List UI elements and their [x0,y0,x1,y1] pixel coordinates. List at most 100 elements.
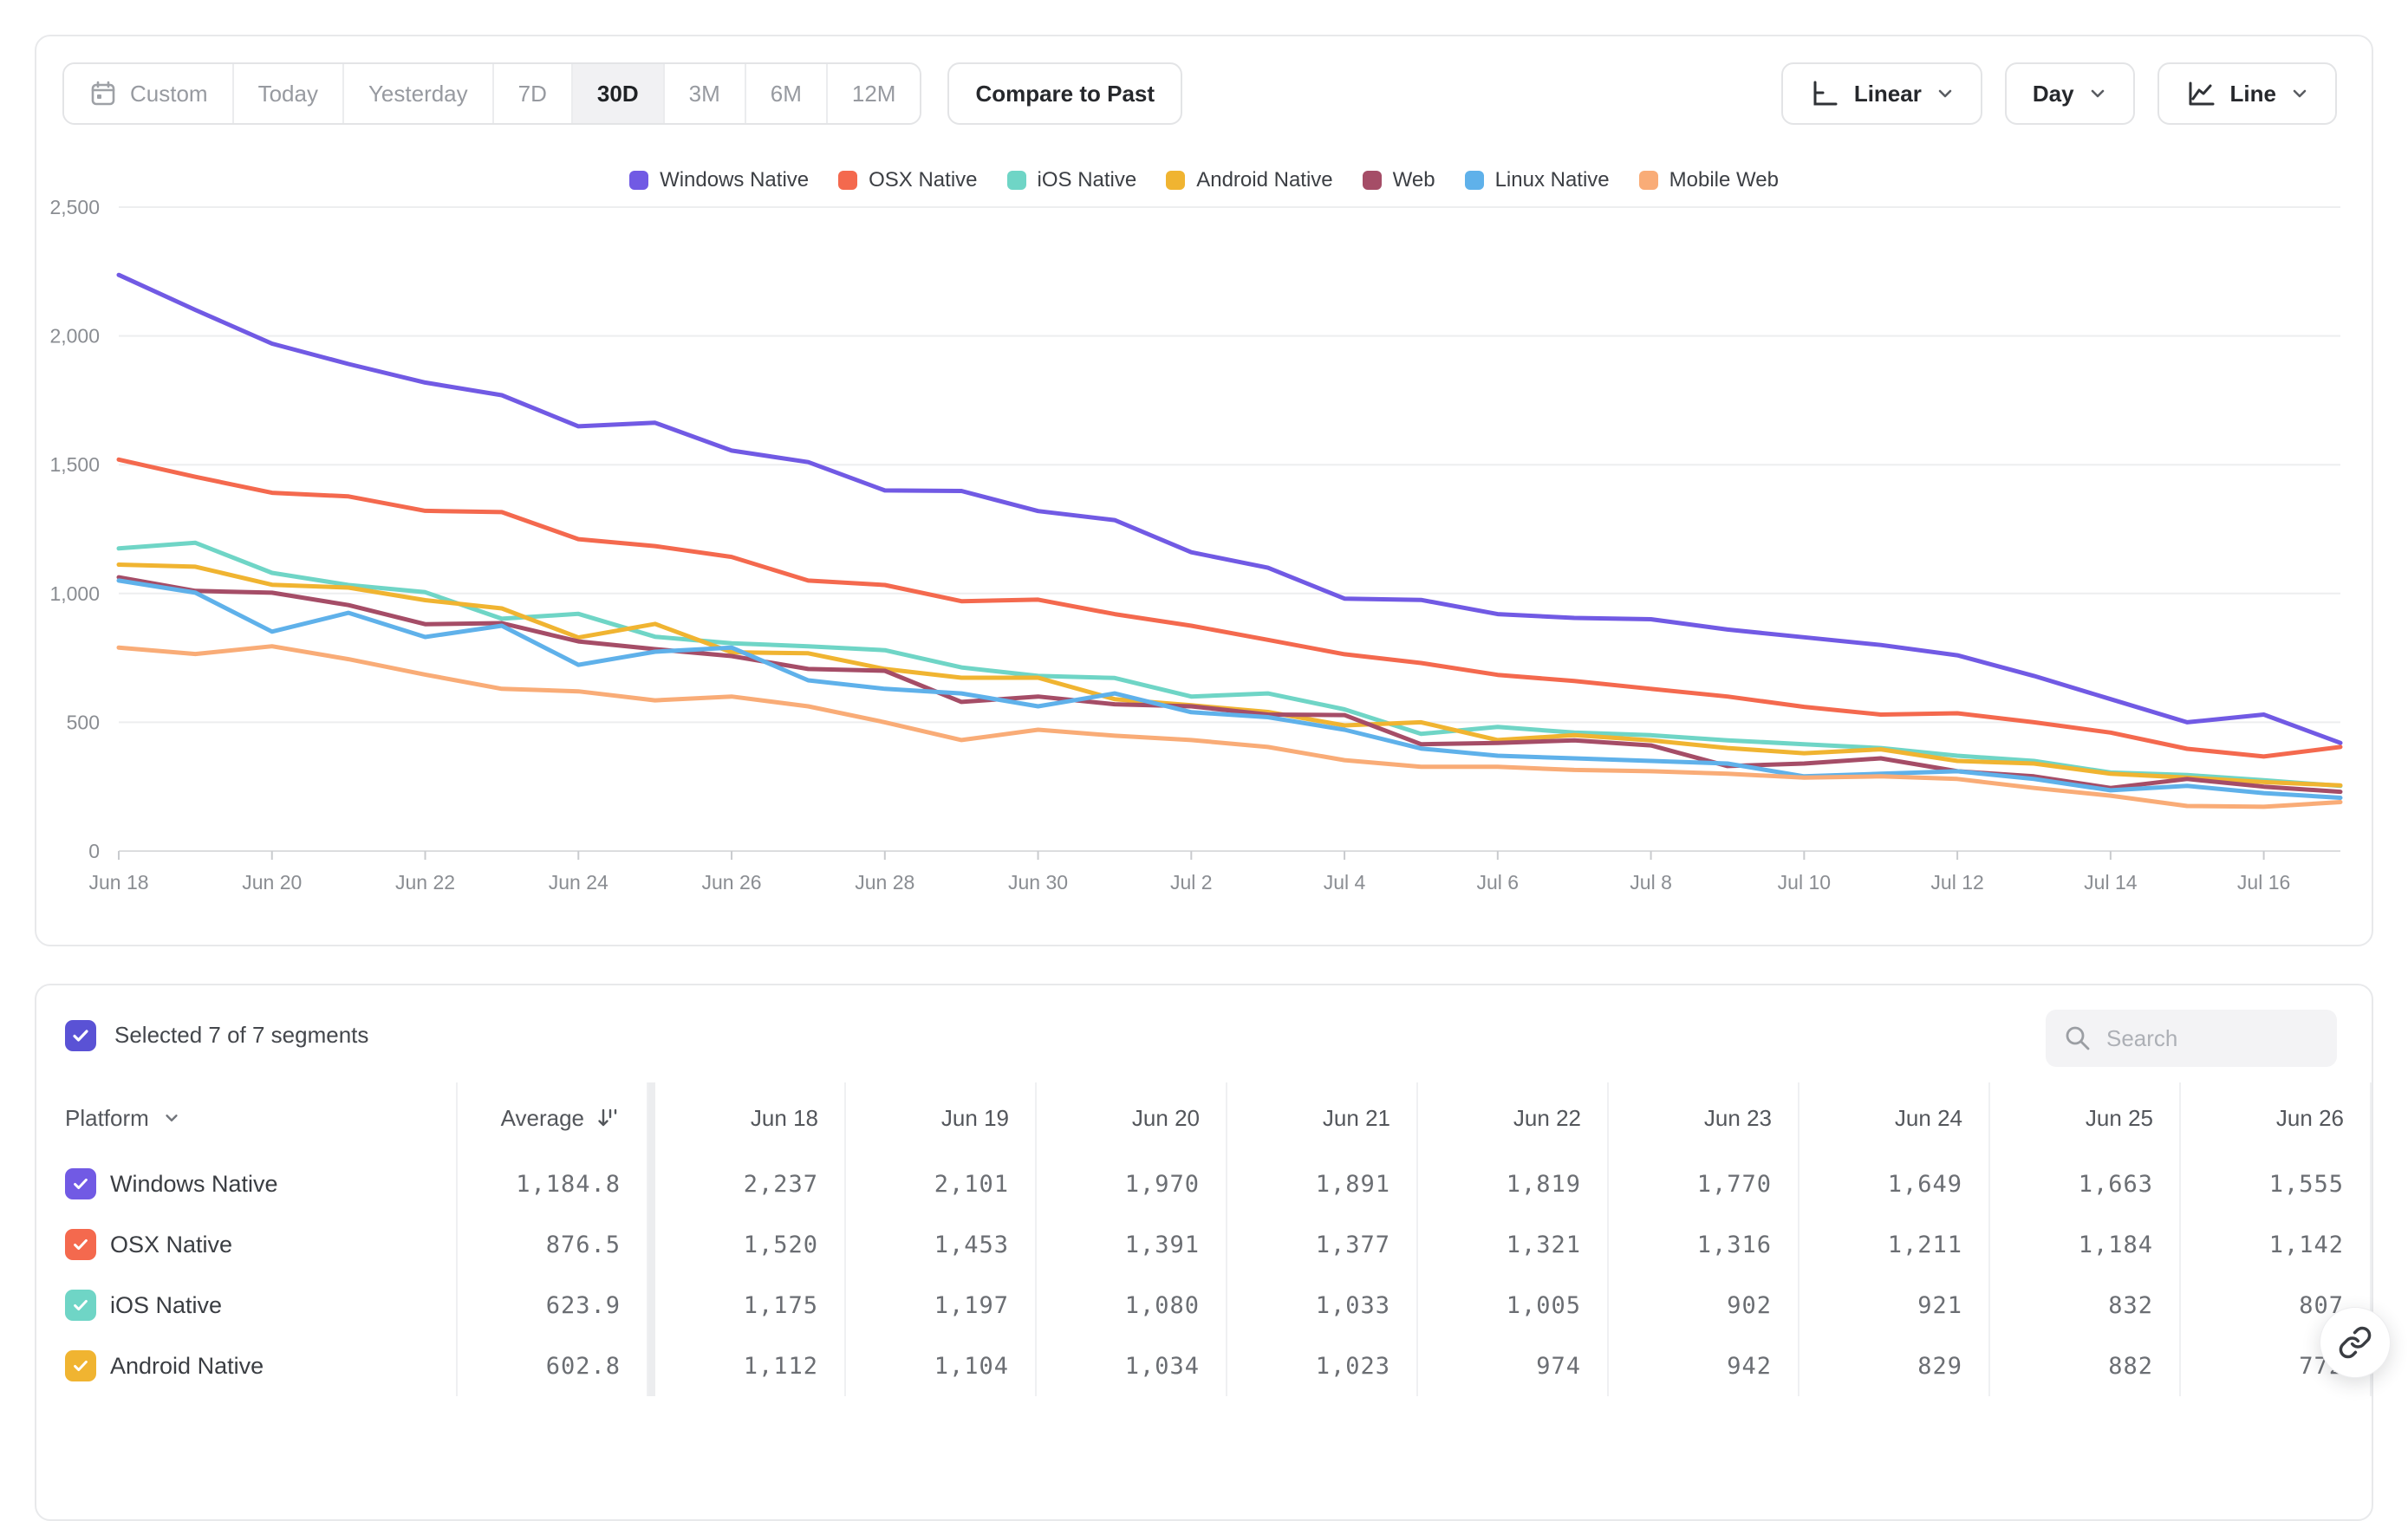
segment-checkbox[interactable] [65,1229,96,1260]
interval-dropdown[interactable]: Day [2004,62,2135,125]
legend-item[interactable]: Android Native [1166,168,1333,192]
column-header-date[interactable]: Jun 26 [2181,1082,2372,1154]
selected-segments-label: Selected 7 of 7 segments [114,1022,369,1048]
legend-swatch [1638,171,1658,190]
chart-card: Custom Today Yesterday 7D 30D 3M 6M 12M Compare… [35,35,2373,946]
link-icon [2338,1325,2372,1360]
legend-item[interactable]: Windows Native [629,168,809,192]
series-mobile-web [116,644,2343,809]
chart-legend: Windows Native OSX Native iOS Native Androi… [36,168,2372,192]
range-tab-yesterday[interactable]: Yesterday [343,64,494,123]
svg-text:Jun 18: Jun 18 [88,871,148,894]
series-linux-native [116,578,2343,800]
table-row: iOS Native 623.9 1,175 1,197 1,080 1,033 1,005… [36,1275,2372,1336]
legend-item[interactable]: OSX Native [838,168,978,192]
cell-value: 1,377 [1315,1231,1390,1258]
column-header-date[interactable]: Jun 25 [1990,1082,2181,1154]
chevron-down-icon [2088,84,2107,103]
chevron-down-icon [2290,84,2309,103]
range-tab-12m[interactable]: 12M [827,64,921,123]
column-header-date[interactable]: Jun 22 [1418,1082,1609,1154]
cell-value: 1,184 [2078,1231,2153,1258]
cell-value: 1,112 [743,1352,818,1380]
range-tab-label: 30D [596,80,639,107]
cell-value: 1,197 [934,1291,1009,1319]
search-input[interactable] [2106,1024,2320,1052]
select-all-checkbox[interactable] [65,1020,96,1051]
column-header-date[interactable]: Jun 19 [846,1082,1037,1154]
legend-item[interactable]: iOS Native [1006,168,1137,192]
range-tab-7d[interactable]: 7D [493,64,573,123]
range-tab-label: Today [257,80,318,107]
svg-text:Jun 22: Jun 22 [395,871,455,894]
svg-text:Jul 8: Jul 8 [1630,871,1672,894]
segment-checkbox[interactable] [65,1290,96,1321]
segment-search-box[interactable] [2046,1010,2337,1067]
average-value: 876.5 [545,1231,621,1258]
cell-value: 1,770 [1696,1170,1772,1198]
chart-type-label: Line [2229,80,2276,107]
cell-value: 1,555 [2268,1170,2344,1198]
cell-value: 974 [1536,1352,1581,1380]
range-tab-30d[interactable]: 30D [572,64,665,123]
cell-value: 1,023 [1315,1352,1390,1380]
legend-item[interactable]: Mobile Web [1638,168,1779,192]
svg-text:Jul 4: Jul 4 [1324,871,1366,894]
svg-text:2,000: 2,000 [49,325,100,348]
cell-value: 2,101 [934,1170,1009,1198]
cell-value: 882 [2108,1352,2153,1380]
legend-swatch [629,171,649,190]
segment-checkbox[interactable] [65,1168,96,1199]
cell-value: 1,453 [934,1231,1009,1258]
cell-value: 1,033 [1315,1291,1390,1319]
range-tab-label: Custom [130,80,208,107]
cell-value: 1,104 [934,1352,1009,1380]
series-osx-native [116,457,2343,759]
segments-table: Platform Average Jun 18 Jun 19 Jun 20 Jun 21 J… [36,1082,2372,1396]
range-tab-today[interactable]: Today [233,64,344,123]
legend-item[interactable]: Web [1362,168,1435,192]
legend-item[interactable]: Linux Native [1464,168,1610,192]
svg-text:Jun 20: Jun 20 [242,871,302,894]
column-header-date[interactable]: Jun 24 [1799,1082,1990,1154]
svg-text:Jun 24: Jun 24 [549,871,609,894]
cell-value: 1,321 [1506,1231,1581,1258]
cell-value: 1,649 [1887,1170,1962,1198]
cell-value: 1,520 [743,1231,818,1258]
svg-text:2,500: 2,500 [49,196,100,218]
column-header-date[interactable]: Jun 23 [1609,1082,1799,1154]
line-chart[interactable]: 0 500 1,000 1,500 2,000 2,500 Jun 18 Jun 20 Jun … [36,36,2372,945]
column-header-date[interactable]: Jun 20 [1037,1082,1227,1154]
legend-label: Linux Native [1494,168,1610,192]
cell-value: 1,005 [1506,1291,1581,1319]
table-row: Windows Native 1,184.8 2,237 2,101 1,970 1,89… [36,1154,2372,1214]
svg-text:0: 0 [88,840,100,862]
compare-to-past-label: Compare to Past [975,80,1155,107]
range-tab-6m[interactable]: 6M [745,64,828,123]
segment-checkbox[interactable] [65,1350,96,1381]
column-header-date[interactable]: Jun 18 [655,1082,846,1154]
compare-to-past-button[interactable]: Compare to Past [947,62,1183,125]
svg-text:500: 500 [67,711,100,733]
cell-value: 1,316 [1696,1231,1772,1258]
line-chart-icon [2185,78,2216,109]
frozen-column-divider [648,1082,655,1154]
legend-swatch [838,171,858,190]
date-range-control: Custom Today Yesterday 7D 30D 3M 6M 12M [62,62,922,125]
average-value: 1,184.8 [516,1170,621,1198]
range-tab-3m[interactable]: 3M [664,64,746,123]
cell-value: 1,819 [1506,1170,1581,1198]
column-header-date[interactable]: Jun 21 [1227,1082,1418,1154]
chart-type-dropdown[interactable]: Line [2157,62,2337,125]
series-ios-native [116,540,2343,789]
chart-toolbar: Custom Today Yesterday 7D 30D 3M 6M 12M Compare… [62,62,2337,125]
share-link-button[interactable] [2320,1307,2391,1378]
legend-label: iOS Native [1037,168,1137,192]
column-header-platform[interactable]: Platform [36,1082,458,1154]
svg-text:Jul 2: Jul 2 [1170,871,1213,894]
column-header-average[interactable]: Average [458,1082,648,1154]
range-tab-custom[interactable]: Custom [64,64,234,123]
segment-name: iOS Native [110,1291,223,1318]
legend-label: Android Native [1196,168,1333,192]
scale-dropdown[interactable]: Linear [1780,62,1982,125]
